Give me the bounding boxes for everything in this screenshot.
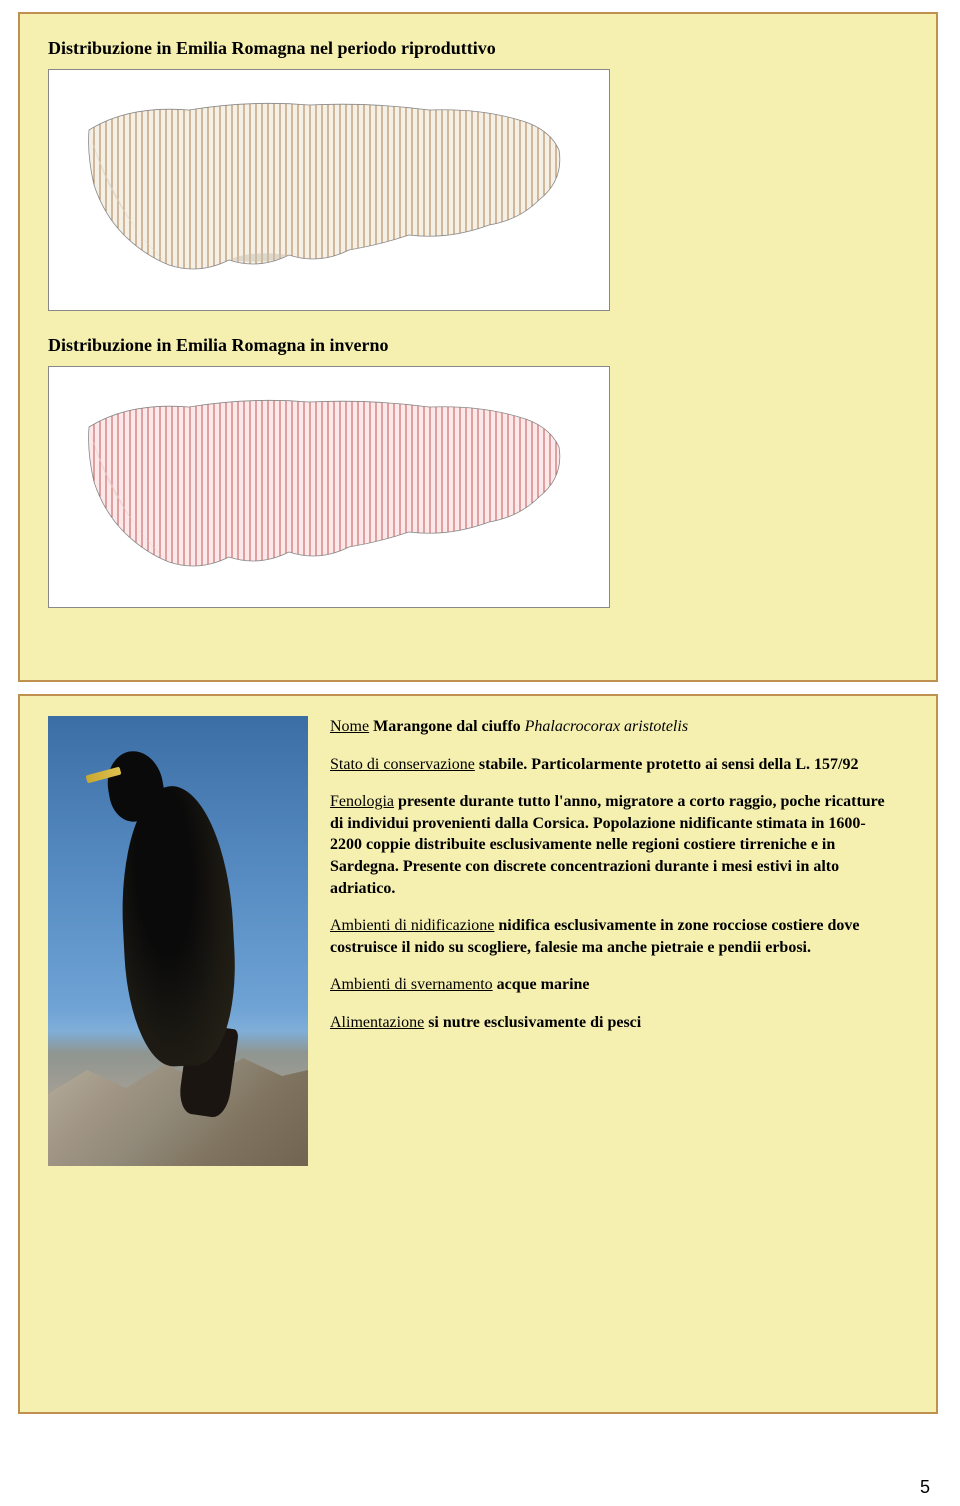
wintering-text: acque marine bbox=[497, 976, 590, 993]
page-number: 5 bbox=[920, 1477, 930, 1498]
common-name: Marangone dal ciuffo bbox=[373, 718, 521, 735]
map-winter-period bbox=[48, 366, 610, 608]
heading-winter: Distribuzione in Emilia Romagna in inver… bbox=[48, 335, 908, 356]
heading-reproductive: Distribuzione in Emilia Romagna nel peri… bbox=[48, 38, 908, 59]
map-reproductive-period bbox=[48, 69, 610, 311]
nesting-habitat: Ambienti di nidificazione nidifica esclu… bbox=[330, 915, 890, 958]
slide-species-info: Nome Marangone dal ciuffo Phalacrocorax … bbox=[18, 694, 938, 1414]
status-text: stabile. Particolarmente protetto ai sen… bbox=[479, 756, 859, 773]
phenology-text: presente durante tutto l'anno, migratore… bbox=[330, 793, 885, 896]
phenology-label: Fenologia bbox=[330, 793, 394, 810]
name-label: Nome bbox=[330, 718, 369, 735]
phenology: Fenologia presente durante tutto l'anno,… bbox=[330, 791, 890, 899]
wintering-label: Ambienti di svernamento bbox=[330, 976, 493, 993]
slide-distribution-maps: Distribuzione in Emilia Romagna nel peri… bbox=[18, 12, 938, 682]
wintering-habitat: Ambienti di svernamento acque marine bbox=[330, 974, 890, 996]
species-info-text: Nome Marangone dal ciuffo Phalacrocorax … bbox=[330, 716, 890, 1050]
species-photo bbox=[48, 716, 308, 1166]
scientific-name: Phalacrocorax aristotelis bbox=[525, 718, 688, 735]
conservation-status: Stato di conservazione stabile. Particol… bbox=[330, 754, 890, 776]
status-label: Stato di conservazione bbox=[330, 756, 475, 773]
feeding-text: si nutre esclusivamente di pesci bbox=[428, 1014, 641, 1031]
species-name-line: Nome Marangone dal ciuffo Phalacrocorax … bbox=[330, 716, 890, 738]
feeding: Alimentazione si nutre esclusivamente di… bbox=[330, 1012, 890, 1034]
feeding-label: Alimentazione bbox=[330, 1014, 424, 1031]
nesting-label: Ambienti di nidificazione bbox=[330, 917, 494, 934]
